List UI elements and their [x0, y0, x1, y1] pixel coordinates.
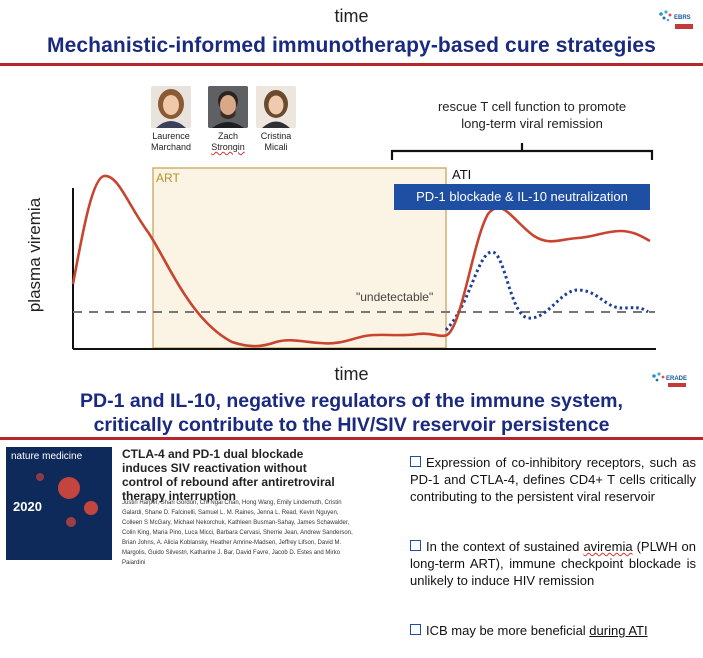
checkbox-bullet-icon	[410, 624, 421, 635]
person-first-name: Zach	[217, 131, 238, 141]
undetectable-label: "undetectable"	[356, 290, 434, 304]
person-last-name: Strongin	[211, 142, 245, 152]
photo-cristina-micali	[256, 86, 296, 128]
portrait-icon	[208, 86, 248, 128]
bottom-divider	[0, 437, 703, 440]
bullet-3-pre: ICB may be more beneficial	[426, 623, 590, 638]
x-axis-label: time	[334, 364, 369, 384]
photo-laurence-marchand	[151, 86, 191, 128]
photo-zach-strongin	[208, 86, 248, 128]
bullet-2: In the context of sustained aviremia (PL…	[410, 538, 696, 589]
ati-bracket	[390, 143, 654, 160]
y-axis-label: plasma viremia	[25, 197, 44, 313]
bullet-1-text: Expression of co-inhibitory receptors, s…	[410, 455, 696, 504]
person-laurence-marchand: Laurence Marchand	[144, 86, 198, 153]
subtitle-line-1: PD-1 and IL-10, negative regulators of t…	[80, 390, 623, 412]
virus-icon	[58, 477, 80, 499]
virus-icon	[84, 501, 98, 515]
person-cristina-micali: Cristina Micali	[249, 86, 303, 153]
bullet-1: Expression of co-inhibitory receptors, s…	[410, 454, 696, 505]
ati-label: ATI	[452, 167, 472, 182]
ebrs-logo-graphic	[659, 10, 693, 29]
journal-cover: nature medicine 2020	[6, 447, 112, 560]
portrait-icon	[256, 86, 296, 128]
person-last-name: Marchand	[150, 142, 192, 152]
erade-logo: ERADE	[648, 368, 688, 390]
person-last-name: Micali	[264, 142, 288, 152]
portrait-icon	[151, 86, 191, 128]
person-first-name: Laurence	[152, 131, 190, 141]
intervention-box: PD-1 blockade & IL-10 neutralization	[394, 184, 650, 210]
top-time-label: time	[334, 6, 369, 26]
person-zach-strongin: Zach Strongin	[201, 86, 255, 153]
erade-logo-graphic	[652, 372, 686, 387]
erade-logo-text: ERADE	[666, 376, 688, 382]
controlled-rebound-curve	[444, 250, 649, 332]
journal-year: 2020	[13, 499, 42, 514]
ebrs-logo-text: EBRS	[674, 15, 691, 21]
bullet-2-aviremia: aviremia	[583, 539, 633, 554]
paper-authors: Justin Harper, Shari Gordon, Chi Ngai Ch…	[122, 500, 353, 566]
rescue-line-1: rescue T cell function to promote	[437, 99, 627, 114]
main-title: Mechanistic-informed immunotherapy-based…	[47, 34, 656, 57]
ebrs-logo: EBRS	[655, 8, 695, 30]
virus-icon	[36, 473, 44, 481]
checkbox-bullet-icon	[410, 456, 421, 467]
bullet-3-during-ati: during ATI	[589, 623, 648, 638]
top-divider	[0, 63, 703, 66]
bullet-2-post: (PLWH on long-term ART), immune checkpoi…	[410, 539, 696, 588]
journal-name: nature medicine	[11, 451, 83, 462]
rescue-line-2: long-term viral remission	[461, 116, 603, 131]
subtitle-line-2: critically contribute to the HIV/SIV res…	[93, 414, 610, 436]
art-label: ART	[156, 171, 180, 185]
person-first-name: Cristina	[260, 131, 292, 141]
viremia-curve	[71, 174, 651, 348]
bullet-2-pre: In the context of sustained	[426, 539, 584, 554]
virus-icon	[66, 517, 76, 527]
checkbox-bullet-icon	[410, 540, 421, 551]
subtitle: PD-1 and IL-10, negative regulators of t…	[0, 389, 703, 437]
bullet-3: ICB may be more beneficial during ATI	[410, 622, 696, 639]
paper-title: CTLA-4 and PD-1 dual blockade induces SI…	[122, 447, 335, 503]
rescue-annotation: rescue T cell function to promote long-t…	[392, 98, 672, 132]
